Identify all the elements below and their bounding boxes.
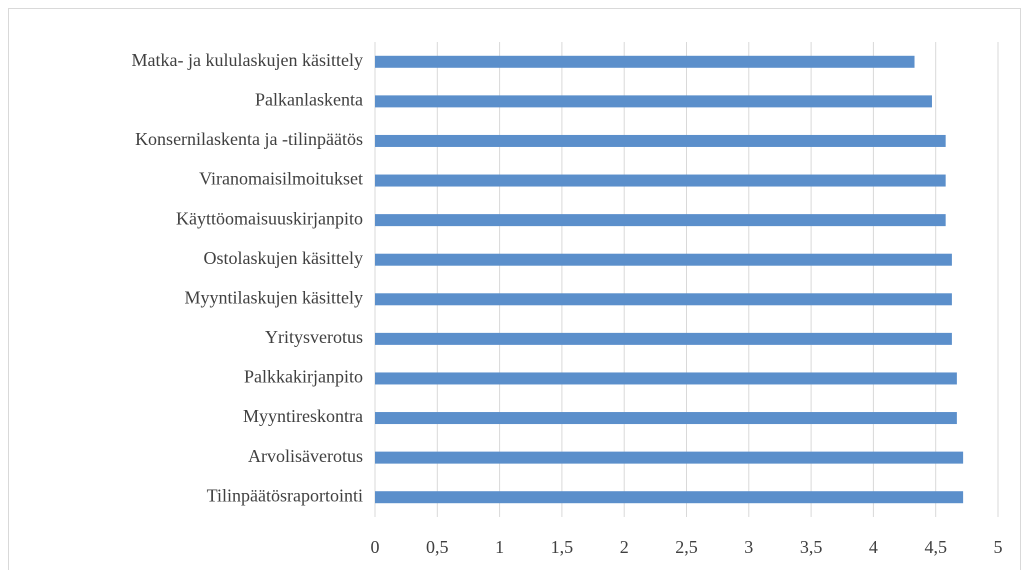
chart-border (8, 8, 1021, 570)
bar (375, 491, 964, 504)
bar (375, 372, 957, 385)
bar (375, 293, 952, 306)
bar (375, 174, 946, 187)
y-tick-label: Käyttöomaisuuskirjanpito (176, 208, 363, 228)
y-tick-label: Yritysverotus (265, 327, 363, 347)
y-tick-label: Myyntireskontra (243, 406, 363, 426)
bar (375, 253, 952, 266)
x-tick-label: 0,5 (426, 537, 449, 557)
x-tick-label: 2,5 (675, 537, 698, 557)
x-tick-label: 5 (994, 537, 1003, 557)
bar (375, 55, 915, 68)
bar (375, 412, 957, 425)
y-tick-label: Konsernilaskenta ja -tilinpäätös (135, 129, 363, 149)
bar (375, 214, 946, 227)
y-tick-label: Palkkakirjanpito (244, 367, 363, 387)
y-tick-label: Ostolaskujen käsittely (204, 248, 363, 268)
y-tick-label: Matka- ja kululaskujen käsittely (132, 50, 363, 70)
y-tick-label: Viranomaisilmoitukset (199, 169, 363, 189)
bar (375, 332, 952, 345)
x-tick-label: 2 (620, 537, 629, 557)
x-tick-label: 4 (869, 537, 878, 557)
x-tick-label: 1,5 (551, 537, 574, 557)
x-tick-label: 3,5 (800, 537, 823, 557)
x-tick-label: 1 (495, 537, 504, 557)
x-tick-label: 4,5 (924, 537, 947, 557)
x-tick-label: 3 (744, 537, 753, 557)
bar (375, 95, 932, 108)
y-tick-label: Arvolisäverotus (248, 446, 363, 466)
bar (375, 134, 946, 147)
y-tick-label: Tilinpäätösraportointi (207, 485, 363, 505)
y-tick-label: Myyntilaskujen käsittely (185, 287, 363, 307)
bar (375, 451, 964, 464)
x-tick-label: 0 (371, 537, 380, 557)
y-tick-label: Palkanlaskenta (255, 90, 363, 110)
